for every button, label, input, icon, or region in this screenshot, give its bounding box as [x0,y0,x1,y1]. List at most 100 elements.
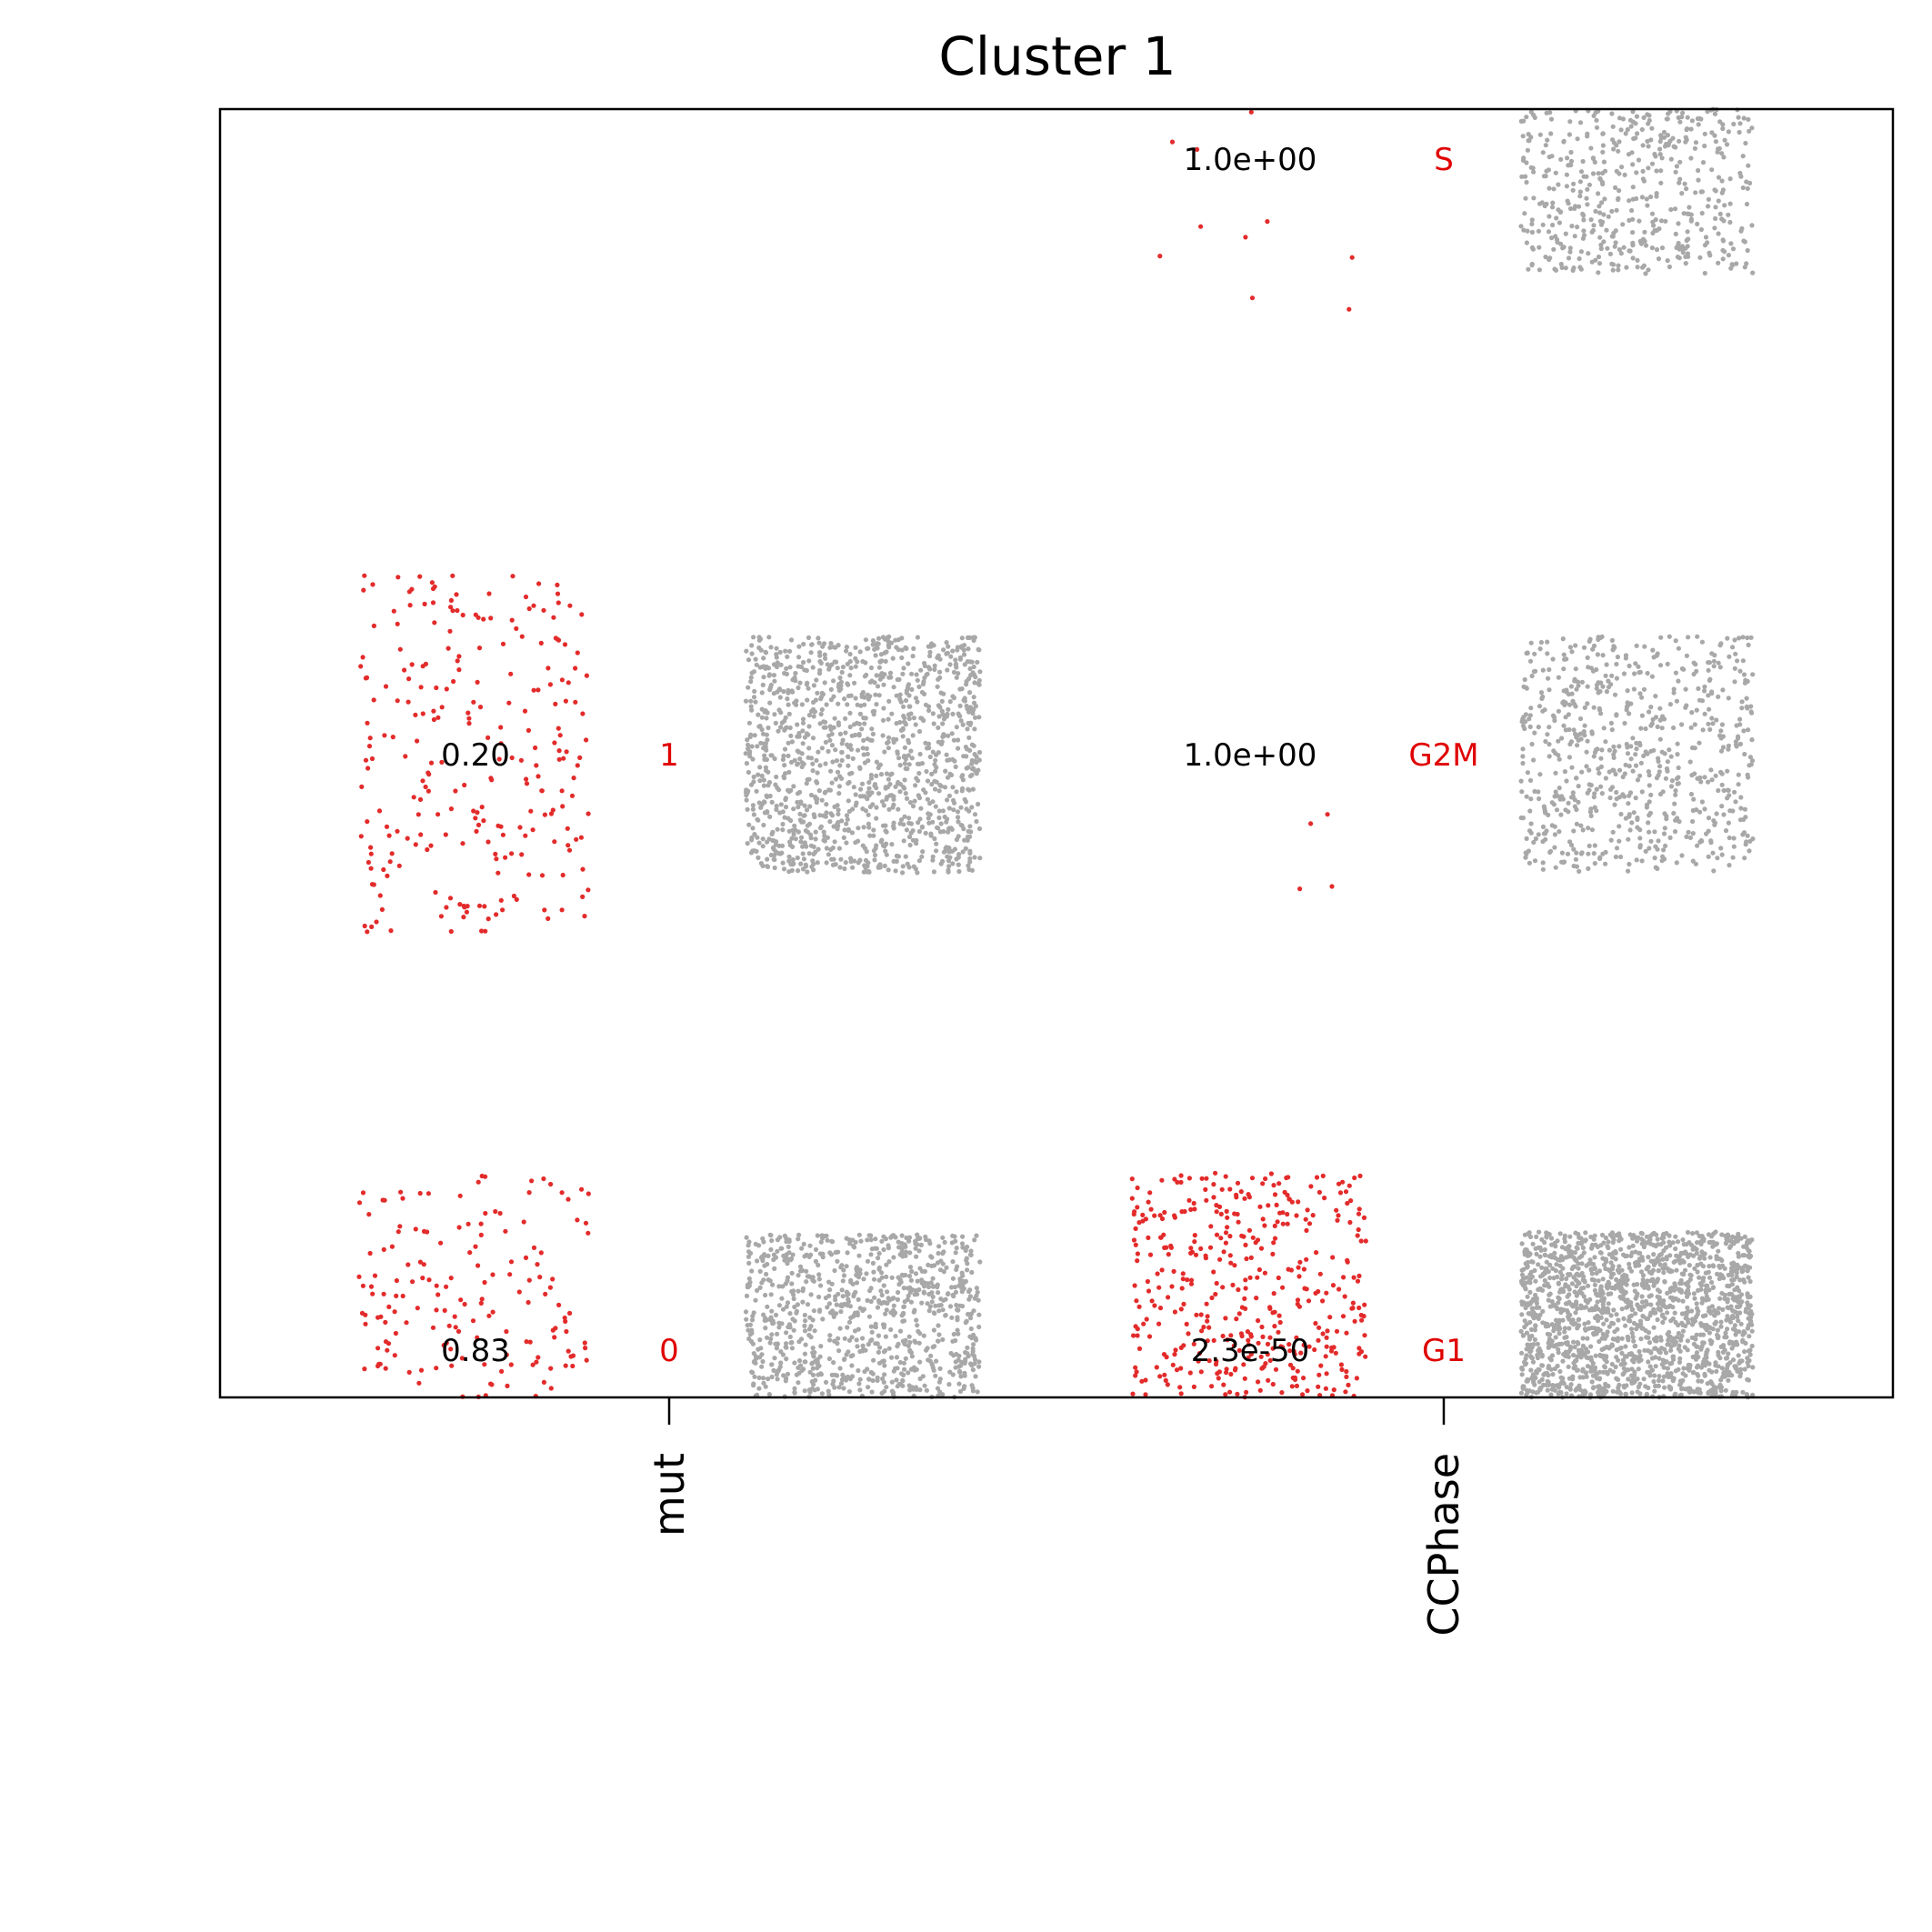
gray-point [1702,1256,1707,1261]
gray-point [886,1296,892,1303]
gray-point [842,827,847,833]
gray-point [1566,1254,1571,1259]
red-point [504,1352,509,1357]
gray-point [764,1271,769,1277]
gray-point [944,752,949,757]
red-point [1331,1345,1336,1350]
red-point [570,1353,576,1358]
red-point [583,1346,588,1351]
gray-point [1617,767,1623,773]
gray-point [1601,1240,1607,1246]
gray-point [838,1265,844,1270]
gray-point [898,817,905,823]
gray-point [811,683,817,688]
gray-point [779,1321,785,1326]
gray-point [902,777,907,783]
gray-point [861,716,866,721]
red-point [432,620,437,626]
gray-point [1617,1264,1622,1269]
gray-point [896,1245,902,1250]
gray-point [756,712,761,717]
red-point [365,929,370,935]
red-point [509,851,515,856]
gray-point [751,812,757,817]
gray-point [967,848,973,854]
gray-point [886,634,892,639]
gray-point [1606,1245,1611,1251]
gray-point [1668,1344,1674,1349]
gray-point [883,1311,888,1316]
gray-point [780,821,786,827]
red-point [359,784,365,790]
gray-point [904,646,909,652]
red-point [1255,1275,1260,1280]
gray-point [1686,1320,1691,1326]
red-point [493,851,498,857]
gray-point [906,1370,911,1376]
gray-point [801,819,806,825]
gray-point [856,826,861,831]
red-point [1194,1312,1199,1317]
gray-point [931,1284,936,1289]
gray-point [795,748,800,754]
gray-point [746,742,751,747]
gray-point [1674,1267,1679,1273]
gray-point [743,698,749,704]
gray-point [1694,1332,1699,1337]
red-point [1157,1213,1163,1218]
gray-point [1554,1305,1559,1310]
red-point [556,756,562,762]
gray-point [966,1296,972,1302]
gray-point [1697,1254,1703,1259]
gray-point [796,1357,803,1364]
gray-point [1703,1283,1709,1288]
gray-point [1707,1287,1712,1293]
red-point [528,808,534,814]
gray-point [936,714,942,719]
gray-point [856,747,861,753]
gray-point [949,848,956,854]
gray-point [1559,1245,1566,1250]
gray-point [1563,715,1568,720]
gray-point [846,1349,851,1355]
gray-point [970,1367,976,1373]
gray-point [1627,1266,1632,1271]
gray-point [1530,1297,1536,1304]
red-point [543,1291,548,1296]
gray-point [1532,730,1537,736]
red-point [415,812,421,817]
red-point [1172,1352,1177,1357]
gray-point [1585,1364,1591,1369]
red-point [1344,1368,1349,1375]
gray-point [781,688,786,695]
gray-point [1564,656,1569,662]
gray-point [1723,1356,1729,1361]
gray-point [917,1376,923,1382]
red-point [536,687,541,693]
gray-point [796,868,801,874]
red-point [1178,1345,1184,1350]
gray-point [1712,1321,1717,1326]
gray-point [1523,1261,1528,1266]
red-point [452,1314,457,1319]
gray-point [1649,1356,1656,1361]
gray-point [929,1361,935,1367]
red-point [1228,1260,1234,1266]
gray-point [942,1239,947,1245]
gray-point [1695,1312,1700,1317]
gray-point [1567,1234,1573,1239]
gray-point [957,1388,964,1394]
gray-point [1629,1390,1635,1396]
gray-point [955,809,961,815]
gray-point [802,1388,807,1394]
gray-point [1537,1229,1542,1235]
gray-point [1601,726,1607,731]
gray-point [819,746,826,751]
gray-point [1639,695,1645,700]
gray-point [930,749,936,755]
red-point [488,616,494,621]
red-point [1132,1209,1137,1215]
gray-point [971,1353,977,1359]
red-point [1186,1197,1192,1203]
gray-point [1714,1368,1719,1374]
